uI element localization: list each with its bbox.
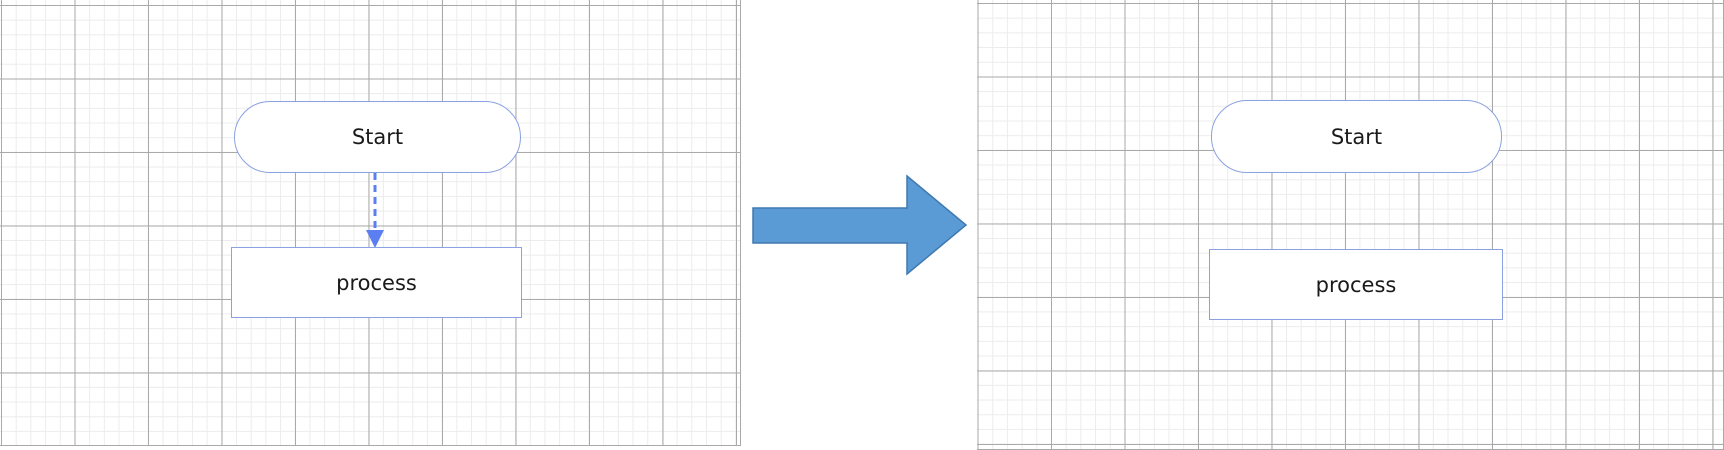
- start-label: Start: [1330, 124, 1383, 149]
- transition-arrow-shape: [752, 174, 968, 276]
- process-box-after[interactable]: process: [1209, 249, 1503, 320]
- right-arrow-icon: [752, 174, 968, 276]
- connector-arrowhead: [366, 230, 384, 248]
- dashed-connector-arrow[interactable]: [355, 172, 395, 252]
- start-label: Start: [351, 125, 404, 149]
- canvas-after[interactable]: [977, 0, 1724, 450]
- process-label: process: [336, 270, 417, 295]
- start-terminator-after[interactable]: Start: [1211, 100, 1502, 173]
- canvas-before[interactable]: [0, 0, 741, 446]
- process-box-before[interactable]: process: [231, 247, 522, 318]
- process-label: process: [1315, 272, 1397, 297]
- start-terminator-before[interactable]: Start: [234, 101, 521, 173]
